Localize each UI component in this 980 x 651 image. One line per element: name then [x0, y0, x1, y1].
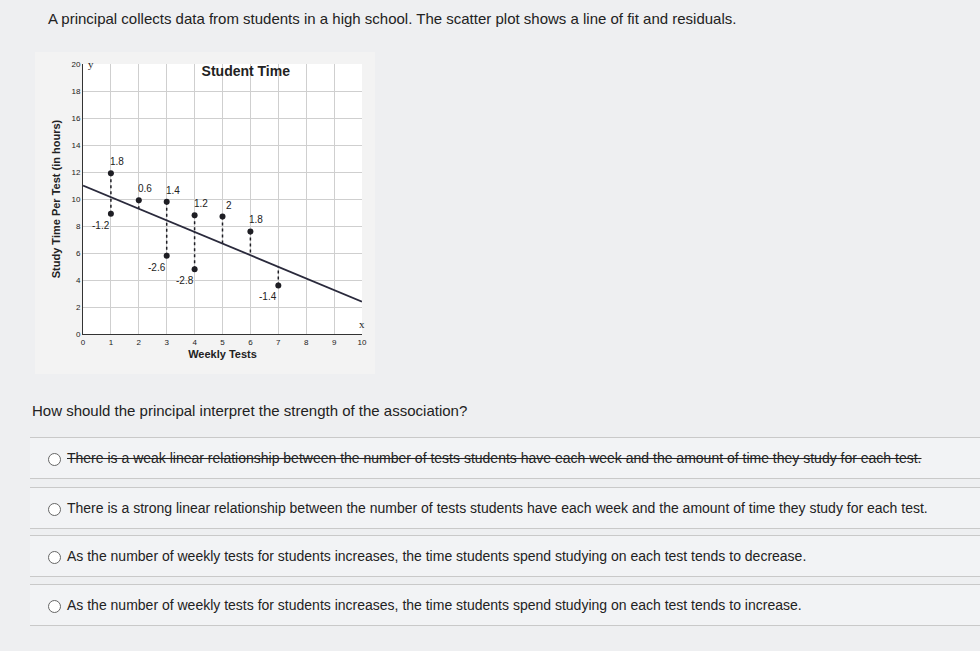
html-text:As the number of weekly tests: As the number of weekly tests for studen…	[67, 548, 807, 564]
svg-text:0.6: 0.6	[138, 183, 152, 194]
svg-text:2: 2	[137, 338, 142, 347]
svg-text:-2.8: -2.8	[176, 275, 194, 286]
html-text:There is a weak linear relatio: There is a weak linear relationship betw…	[67, 450, 922, 466]
svg-text:-2.6: -2.6	[148, 262, 166, 273]
svg-text:18: 18	[71, 87, 80, 96]
html-text:As the number of weekly tests: As the number of weekly tests for studen…	[67, 597, 802, 613]
svg-text:9: 9	[332, 338, 337, 347]
svg-text:8: 8	[304, 338, 309, 347]
svg-text:2: 2	[226, 200, 232, 211]
svg-text:Weekly Tests: Weekly Tests	[188, 348, 257, 360]
svg-text:1.8: 1.8	[249, 214, 263, 225]
html-text:There is a strong linear relat: There is a strong linear relationship be…	[67, 500, 928, 516]
svg-text:1: 1	[109, 338, 114, 347]
svg-text:-1.4: -1.4	[259, 291, 277, 302]
svg-text:1.4: 1.4	[166, 185, 180, 196]
html-text:How should the principal inter: How should the principal interpret the s…	[32, 402, 468, 419]
svg-text:1.8: 1.8	[110, 156, 124, 167]
svg-text:3: 3	[164, 338, 169, 347]
svg-text:0: 0	[81, 338, 86, 347]
svg-text:0: 0	[76, 330, 81, 339]
svg-text:10: 10	[358, 338, 367, 347]
svg-text:6: 6	[248, 338, 253, 347]
svg-text:Student Time: Student Time	[202, 63, 291, 79]
svg-text:10: 10	[71, 195, 80, 204]
svg-text:y: y	[88, 58, 94, 70]
svg-text:4: 4	[76, 276, 81, 285]
svg-text:1.2: 1.2	[194, 198, 208, 209]
svg-text:6: 6	[76, 249, 81, 258]
svg-text:2: 2	[76, 303, 81, 312]
svg-text:5: 5	[220, 338, 225, 347]
svg-text:Study Time Per Test (in hours): Study Time Per Test (in hours)	[50, 119, 62, 278]
svg-text:12: 12	[71, 168, 80, 177]
svg-text:8: 8	[76, 222, 81, 231]
svg-text:x: x	[359, 318, 365, 330]
svg-text:20: 20	[71, 60, 80, 69]
svg-text:4: 4	[192, 338, 197, 347]
svg-text:16: 16	[71, 114, 80, 123]
svg-text:-1.2: -1.2	[92, 220, 110, 231]
svg-text:7: 7	[276, 338, 281, 347]
html-text:A principal collects data from: A principal collects data from students …	[48, 10, 737, 27]
svg-text:14: 14	[71, 141, 80, 150]
